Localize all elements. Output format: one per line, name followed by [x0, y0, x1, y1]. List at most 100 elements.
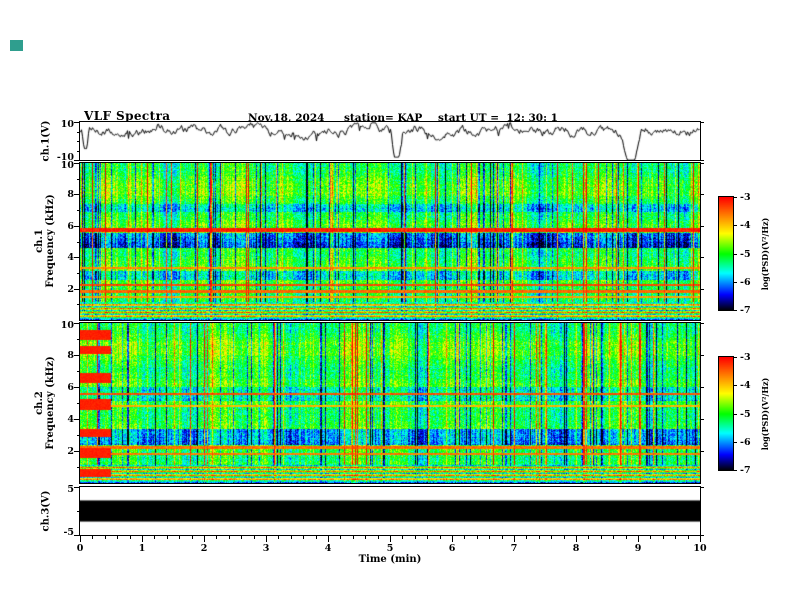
- y-tick-mark: [700, 289, 704, 290]
- y-tick-label: 8: [67, 350, 74, 361]
- y-tick-mark: [74, 163, 80, 164]
- x-minor-tick-mark: [663, 536, 664, 539]
- y-minor-tick-mark: [77, 371, 80, 372]
- x-minor-tick-mark: [378, 536, 379, 539]
- ch2-channel-label: ch.2: [34, 391, 45, 415]
- y-tick-label: 10: [60, 320, 74, 331]
- y-tick-mark: [74, 419, 80, 420]
- x-minor-tick-mark: [464, 536, 465, 539]
- y-minor-tick-mark: [77, 151, 80, 152]
- x-minor-tick-mark: [105, 536, 106, 539]
- colorbar-tick-label: -6: [740, 437, 751, 448]
- ch1-channel-label: ch.1: [34, 229, 45, 253]
- x-tick-mark: [142, 536, 143, 542]
- time-axis-label: Time (min): [358, 554, 422, 565]
- x-minor-tick-mark: [551, 536, 552, 539]
- figure-title: VLF Spectra: [84, 109, 171, 123]
- colorbar-tick-mark: [733, 282, 737, 283]
- x-minor-tick-mark: [402, 536, 403, 539]
- y-minor-tick-mark: [77, 511, 80, 512]
- colorbar-axis-label: log(PSD)(V²/Hz): [760, 217, 770, 291]
- y-minor-tick-mark: [77, 210, 80, 211]
- colorbar-tick-label: -4: [740, 380, 751, 391]
- x-minor-tick-mark: [291, 536, 292, 539]
- y-tick-mark: [700, 387, 704, 388]
- y-tick-mark: [700, 535, 704, 536]
- y-tick-label: -10: [56, 152, 74, 163]
- colorbar-tick-label: -7: [740, 465, 751, 476]
- y-tick-label: 8: [67, 189, 74, 200]
- y-tick-mark: [700, 257, 704, 258]
- x-minor-tick-mark: [626, 536, 627, 539]
- y-tick-label: 10: [60, 160, 74, 171]
- colorbar-tick-label: -4: [740, 220, 751, 231]
- ch1-frequency-axis-label: ch.1 Frequency (kHz): [34, 194, 56, 287]
- colorbar-tick-mark: [733, 442, 737, 443]
- ch1-waveform-canvas: [80, 122, 700, 160]
- y-tick-mark: [700, 355, 704, 356]
- x-minor-tick-mark: [427, 536, 428, 539]
- x-minor-tick-mark: [254, 536, 255, 539]
- y-tick-label: 2: [67, 284, 74, 295]
- x-minor-tick-mark: [588, 536, 589, 539]
- x-minor-tick-mark: [303, 536, 304, 539]
- x-minor-tick-mark: [613, 536, 614, 539]
- colorbar-tick-mark: [733, 254, 737, 255]
- colorbar-ch2-canvas: [719, 357, 733, 470]
- x-tick-label: 2: [200, 543, 208, 554]
- y-tick-mark: [74, 451, 80, 452]
- y-tick-label: 4: [67, 414, 74, 425]
- x-minor-tick-mark: [440, 536, 441, 539]
- x-minor-tick-mark: [167, 536, 168, 539]
- x-tick-label: 5: [386, 543, 394, 554]
- x-minor-tick-mark: [365, 536, 366, 539]
- x-minor-tick-mark: [154, 536, 155, 539]
- x-minor-tick-mark: [241, 536, 242, 539]
- y-tick-mark: [700, 419, 704, 420]
- x-tick-mark: [390, 536, 391, 542]
- x-tick-label: 7: [510, 543, 518, 554]
- x-minor-tick-mark: [502, 536, 503, 539]
- x-tick-label: 9: [634, 543, 642, 554]
- x-minor-tick-mark: [650, 536, 651, 539]
- y-tick-label: 6: [67, 382, 74, 393]
- ch2-spectrogram-canvas: [80, 323, 700, 483]
- y-tick-mark: [74, 387, 80, 388]
- y-tick-mark: [700, 122, 704, 123]
- x-minor-tick-mark: [130, 536, 131, 539]
- x-minor-tick-mark: [477, 536, 478, 539]
- x-minor-tick-mark: [92, 536, 93, 539]
- y-minor-tick-mark: [77, 141, 80, 142]
- y-minor-tick-mark: [77, 179, 80, 180]
- x-minor-tick-mark: [539, 536, 540, 539]
- colorbar-tick-label: -5: [740, 409, 751, 420]
- x-minor-tick-mark: [229, 536, 230, 539]
- y-tick-mark: [700, 451, 704, 452]
- x-minor-tick-mark: [179, 536, 180, 539]
- y-tick-label: 2: [67, 446, 74, 457]
- y-tick-mark: [74, 160, 80, 161]
- y-minor-tick-mark: [77, 339, 80, 340]
- y-tick-label: 5: [67, 484, 74, 495]
- colorbar-tick-mark: [733, 470, 737, 471]
- y-tick-label: 10: [60, 119, 74, 130]
- x-tick-label: 3: [262, 543, 270, 554]
- y-tick-mark: [74, 355, 80, 356]
- colorbar-tick-mark: [733, 310, 737, 311]
- x-minor-tick-mark: [415, 536, 416, 539]
- x-tick-mark: [638, 536, 639, 542]
- ch3-voltage-axis-label: ch.3(V): [40, 490, 52, 532]
- y-tick-mark: [74, 226, 80, 227]
- x-minor-tick-mark: [278, 536, 279, 539]
- x-tick-label: 1: [138, 543, 146, 554]
- x-tick-mark: [576, 536, 577, 542]
- colorbar-ch1-canvas: [719, 197, 733, 310]
- x-minor-tick-mark: [216, 536, 217, 539]
- x-tick-mark: [328, 536, 329, 542]
- y-tick-mark: [74, 122, 80, 123]
- y-tick-mark: [74, 289, 80, 290]
- y-tick-mark: [700, 163, 704, 164]
- x-minor-tick-mark: [192, 536, 193, 539]
- colorbar-tick-mark: [733, 197, 737, 198]
- y-tick-mark: [74, 487, 80, 488]
